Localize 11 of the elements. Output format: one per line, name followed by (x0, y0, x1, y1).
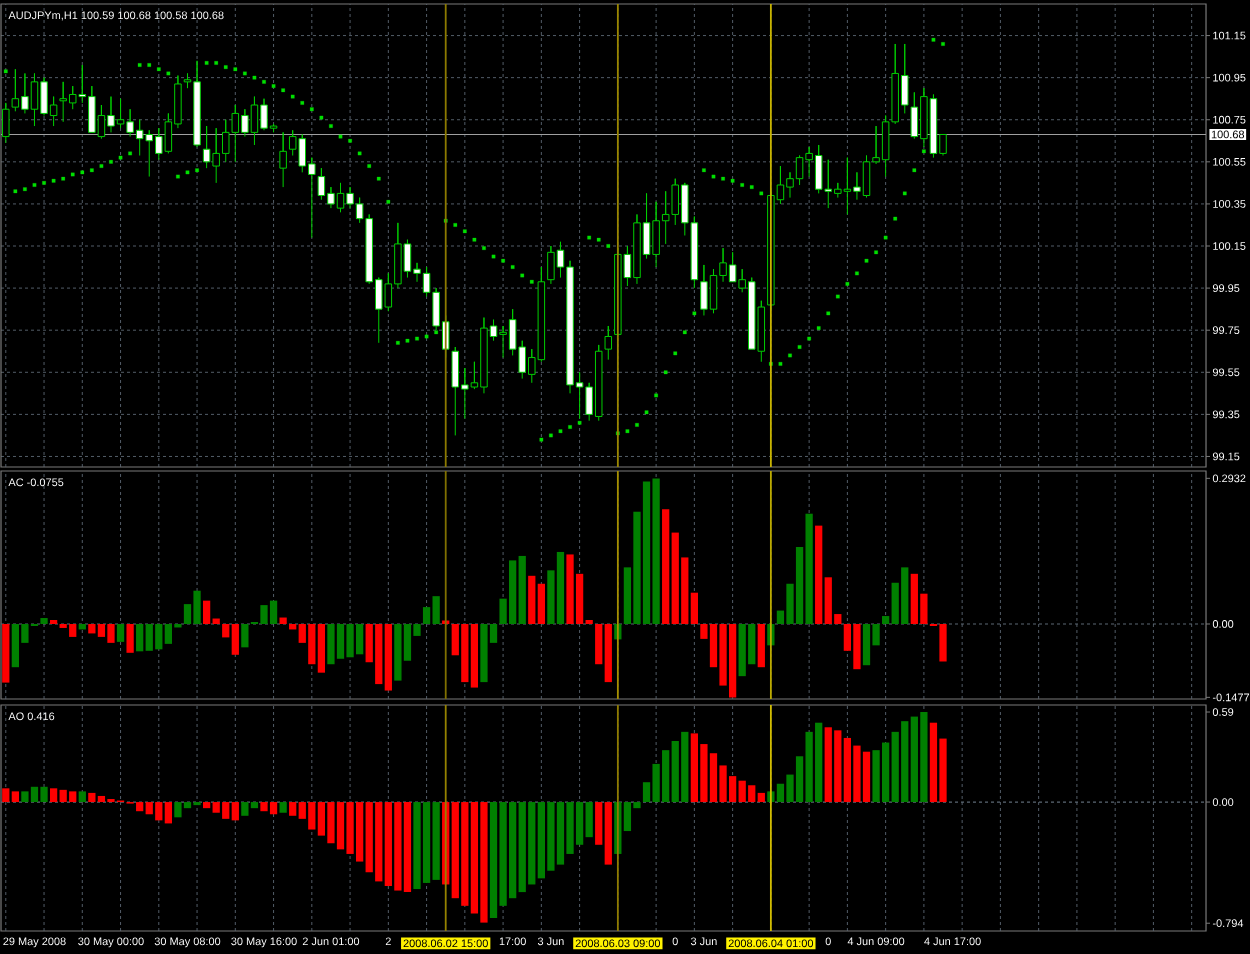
bar (126, 623, 134, 653)
candlestick (279, 131, 287, 188)
bar (78, 791, 86, 803)
bar (241, 623, 249, 648)
bar (40, 618, 48, 624)
bar (116, 623, 125, 642)
bar (279, 617, 287, 624)
candlestick (604, 325, 613, 361)
bar (279, 802, 287, 813)
bar (757, 623, 765, 668)
bar (2, 623, 10, 683)
